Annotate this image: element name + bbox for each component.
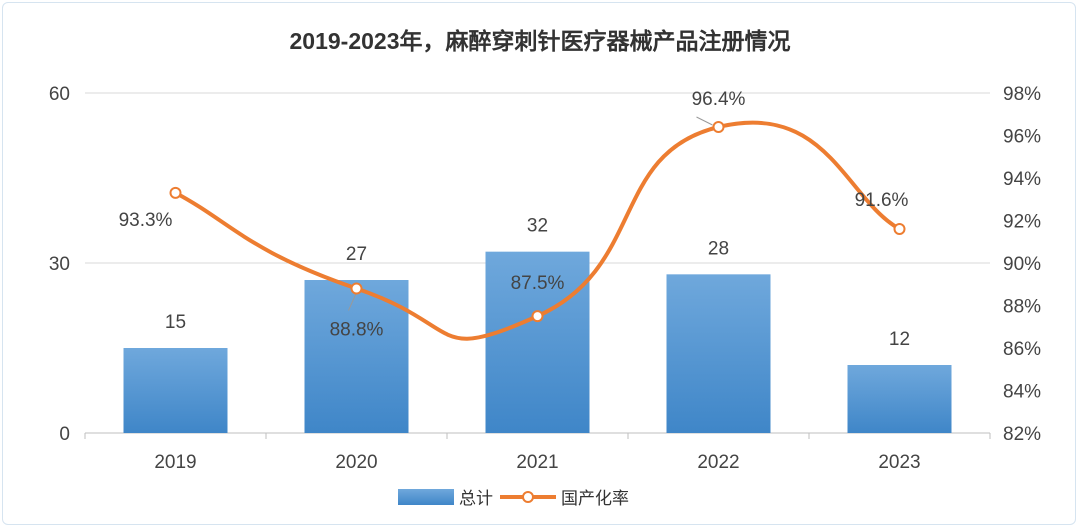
y-right-tick-label: 82% [1003, 424, 1041, 445]
line-point-2021 [531, 310, 544, 323]
y-left-tick-label: 0 [59, 424, 70, 445]
legend-label: 总计 [459, 489, 493, 508]
legend-label: 国产化率 [561, 489, 629, 508]
bar-2023 [847, 365, 952, 433]
bar-2019 [123, 348, 228, 433]
legend-line-marker [522, 491, 534, 503]
bar-label: 28 [708, 238, 729, 259]
bar-label: 27 [346, 244, 367, 265]
bar-2020 [304, 280, 409, 433]
chart-title: 2019-2023年，麻醉穿刺针医疗器械产品注册情况 [290, 28, 791, 54]
y-right-tick-label: 94% [1003, 169, 1041, 190]
line-label: 91.6% [855, 190, 909, 211]
y-left-tick-label: 30 [49, 254, 70, 275]
x-tick-label: 2022 [697, 452, 739, 473]
x-tick-label: 2023 [878, 452, 920, 473]
line-series-国产化率 [174, 120, 901, 341]
y-right-tick-label: 98% [1003, 84, 1041, 105]
line-point-2022 [712, 121, 725, 133]
line-label: 93.3% [119, 210, 173, 231]
line-label: 87.5% [511, 273, 565, 294]
y-right-tick-label: 96% [1003, 127, 1041, 148]
bar-label: 12 [889, 329, 910, 350]
leader-line [348, 292, 357, 311]
bar-label: 32 [527, 216, 548, 237]
y-right-tick-label: 90% [1003, 254, 1041, 275]
leader-line [696, 116, 713, 126]
legend-bar-swatch [398, 489, 454, 505]
y-right-tick-label: 86% [1003, 339, 1041, 360]
y-right-tick-label: 88% [1003, 297, 1041, 318]
bar-2022 [666, 274, 771, 433]
line-point-2023 [893, 223, 906, 235]
y-right-tick-label: 92% [1003, 212, 1041, 233]
line-label: 96.4% [692, 89, 746, 110]
y-left-tick-label: 60 [49, 84, 70, 105]
y-right-tick-label: 84% [1003, 382, 1041, 403]
x-tick-label: 2020 [335, 452, 377, 473]
line-point-2020 [350, 282, 363, 295]
line-point-2019 [169, 186, 182, 199]
bar-2021 [485, 251, 590, 433]
bar-label: 15 [165, 312, 186, 333]
line-label: 88.8% [330, 320, 384, 341]
x-tick-label: 2019 [154, 452, 196, 473]
x-tick-label: 2021 [516, 452, 558, 473]
